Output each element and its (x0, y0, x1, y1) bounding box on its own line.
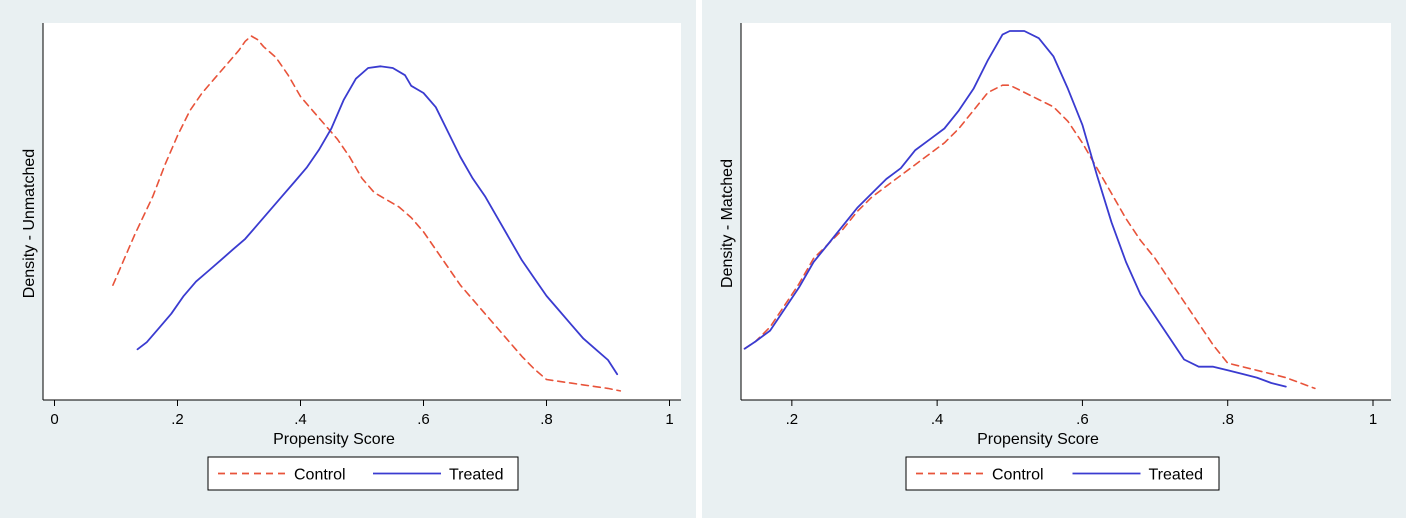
figure-divider (696, 0, 702, 518)
legend-label-control: Control (294, 467, 346, 484)
y-axis-title: Density - Matched (719, 159, 736, 288)
x-axis-title: Propensity Score (977, 431, 1099, 448)
chart-panel-matched: .2 .4 .6 .8 1 Propensity Score Density - Match… (705, 8, 1398, 510)
series-line-control (112, 35, 622, 392)
chart-panel-unmatched: 0 .2 .4 .6 .8 1 Propensity Score Density - Unma… (8, 8, 688, 510)
x-tick-label: .6 (417, 411, 430, 428)
series-line-treated (743, 30, 1287, 388)
x-tick-label: .2 (786, 411, 799, 428)
x-tick-label: .4 (294, 411, 307, 428)
x-tick-label: .8 (1221, 411, 1234, 428)
x-tick-label: .4 (931, 411, 944, 428)
legend-label-control: Control (992, 467, 1044, 484)
x-tick-label: .6 (1076, 411, 1089, 428)
series-line-treated (136, 65, 619, 376)
x-tick-label: 0 (50, 411, 58, 428)
x-tick-label: 1 (1369, 411, 1377, 428)
plot-area (741, 23, 1391, 400)
plot-area (43, 23, 681, 400)
legend-label-treated: Treated (1149, 467, 1204, 484)
x-axis-title: Propensity Score (273, 431, 395, 448)
x-tick-label: .8 (540, 411, 553, 428)
x-tick-label: 1 (665, 411, 673, 428)
legend-label-treated: Treated (449, 467, 504, 484)
y-axis-title: Density - Unmatched (21, 149, 38, 298)
x-tick-label: .2 (171, 411, 184, 428)
series-line-control (743, 84, 1316, 390)
